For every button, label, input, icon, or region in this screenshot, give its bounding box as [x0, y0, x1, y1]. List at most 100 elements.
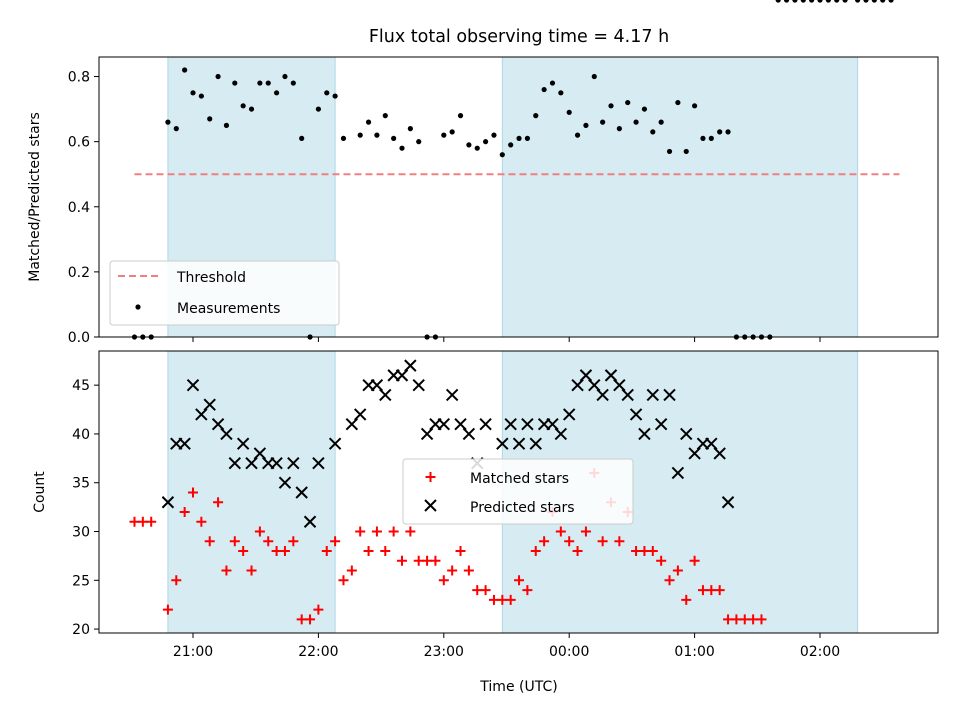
- measurement-point: [809, 0, 815, 3]
- predicted-star-point: [178, 437, 191, 450]
- predicted-star-point: [663, 388, 676, 402]
- measurement-point: [880, 0, 886, 3]
- measurement-point: [675, 99, 681, 106]
- bottom-y-tick-label: 25: [72, 573, 90, 589]
- matched-star-point: [639, 546, 650, 557]
- matched-star-point: [656, 555, 667, 566]
- matched-star-point: [196, 516, 207, 527]
- top-axes-frame: [98, 56, 939, 338]
- matched-star-point: [597, 536, 608, 547]
- measurement-point: [416, 139, 422, 145]
- measurement-point: [658, 119, 664, 125]
- matched-star-point: [580, 526, 591, 537]
- predicted-star-point: [186, 378, 200, 392]
- predicted-star-point: [479, 417, 492, 431]
- matched-star-point: [246, 565, 257, 576]
- bottom-y-tick-label: 35: [72, 476, 90, 492]
- measurement-point: [299, 135, 305, 141]
- matched-star-point: [146, 516, 157, 527]
- matched-star-point: [263, 536, 274, 547]
- measurement-point: [871, 0, 877, 3]
- predicted-star-point: [236, 437, 250, 450]
- legend-threshold-label: Threshold: [176, 270, 246, 286]
- matched-star-point: [539, 536, 550, 547]
- matched-star-point: [279, 546, 290, 557]
- matched-star-point: [739, 614, 750, 625]
- bottom-data-layer: [129, 359, 767, 625]
- matched-star-point: [346, 565, 357, 576]
- matched-star-point: [221, 565, 232, 576]
- measurement-point: [499, 152, 505, 158]
- measurement-point: [357, 132, 363, 138]
- matched-star-point: [330, 536, 341, 547]
- matched-star-point: [129, 516, 140, 527]
- predicted-star-point: [713, 447, 726, 460]
- x-tick-label: 22:00: [298, 644, 338, 660]
- predicted-star-point: [621, 388, 634, 402]
- predicted-star-point: [562, 408, 576, 421]
- measurement-point: [608, 103, 614, 109]
- bottom-y-tick-label: 30: [72, 525, 90, 541]
- measurement-point: [274, 90, 280, 96]
- matched-star-point: [238, 546, 249, 557]
- predicted-star-point: [161, 496, 175, 509]
- matched-star-point: [514, 575, 525, 586]
- measurement-point: [541, 86, 547, 93]
- measurement-point: [474, 145, 480, 151]
- legend-predicted-swatch: [424, 499, 437, 512]
- predicted-star-point: [270, 457, 283, 470]
- measurement-point: [600, 119, 606, 125]
- predicted-star-point: [220, 427, 233, 441]
- matched-star-point: [254, 526, 265, 537]
- top-panel: 0.00.20.40.60.8 Matched/Predicted stars …: [27, 0, 939, 346]
- x-tick-label: 01:00: [674, 644, 714, 660]
- predicted-star-point: [412, 378, 425, 392]
- measurement-point: [391, 135, 397, 141]
- measurement-point: [449, 129, 455, 135]
- matched-star-point: [422, 555, 433, 566]
- measurement-point: [842, 0, 848, 3]
- legend-measurements-label: Measurements: [177, 301, 280, 317]
- predicted-star-point: [721, 496, 735, 509]
- matched-star-point: [171, 575, 182, 586]
- predicted-star-point: [328, 437, 342, 450]
- matched-star-point: [188, 487, 198, 498]
- measurement-point: [441, 132, 447, 138]
- measurement-point: [566, 109, 572, 115]
- bottom-y-axis-label: Count: [32, 471, 48, 513]
- matched-star-point: [288, 536, 299, 547]
- predicted-star-point: [680, 427, 693, 441]
- bottom-axes-frame: [98, 350, 939, 634]
- matched-star-point: [555, 526, 566, 537]
- measurement-point: [800, 0, 806, 3]
- predicted-star-point: [203, 398, 216, 411]
- matched-star-point: [455, 546, 466, 557]
- measurement-point: [633, 119, 639, 125]
- matched-star-point: [305, 614, 316, 625]
- measurement-point: [407, 126, 413, 132]
- matched-star-point: [380, 546, 391, 557]
- matched-star-point: [338, 575, 349, 586]
- matched-star-point: [748, 614, 759, 625]
- matched-star-point: [137, 516, 148, 527]
- matched-star-point: [522, 585, 533, 596]
- chart-title: Flux total observing time = 4.17 h: [369, 27, 669, 47]
- predicted-star-point: [295, 486, 308, 499]
- top-y-tick-label: 0.8: [68, 70, 90, 86]
- predicted-star-point: [404, 359, 417, 372]
- predicted-star-point: [379, 388, 392, 402]
- bottom-panel: 21:00 22:00 23:00 00:00 01:00 02:00 20 25 30 35 40…: [32, 350, 939, 660]
- measurement-point: [182, 67, 188, 73]
- predicted-star-point: [504, 417, 517, 431]
- predicted-star-point: [353, 408, 367, 421]
- measurement-point: [533, 113, 539, 119]
- matched-star-point: [397, 555, 407, 566]
- top-legend: Threshold Measurements: [109, 260, 340, 326]
- measurement-point: [725, 129, 731, 135]
- measurement-point: [625, 99, 631, 106]
- matched-star-point: [413, 555, 424, 566]
- x-tick-label: 00:00: [549, 644, 589, 660]
- predicted-star-point: [312, 457, 325, 470]
- predicted-star-point: [529, 437, 542, 450]
- measurement-point: [558, 90, 564, 96]
